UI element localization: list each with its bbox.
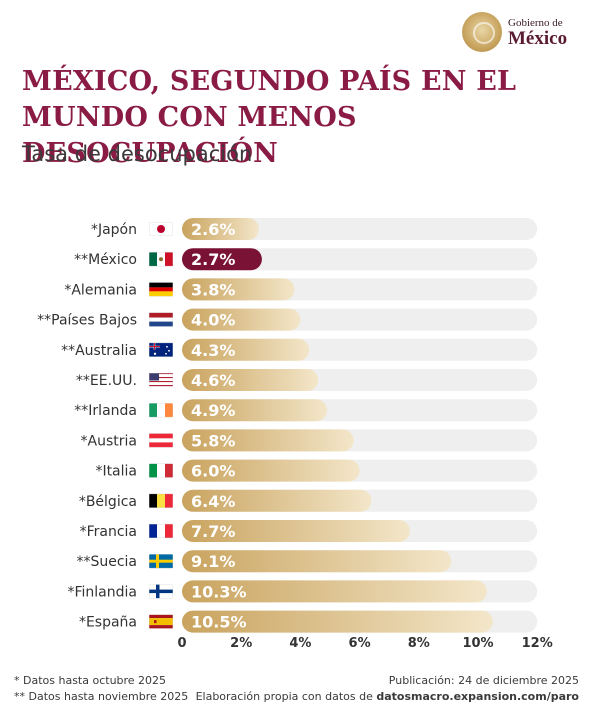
value-label: 4.0% xyxy=(191,311,235,330)
bar xyxy=(182,218,259,240)
national-seal-icon xyxy=(462,12,502,52)
finland-flag-icon xyxy=(149,584,173,599)
bar xyxy=(182,308,301,331)
category-label: **México xyxy=(74,252,137,268)
belgium-flag-icon xyxy=(149,493,173,508)
category-label: **Países Bajos xyxy=(37,313,137,329)
category-label: **Irlanda xyxy=(74,403,137,419)
japan-flag-icon xyxy=(149,222,173,236)
value-label: 5.8% xyxy=(191,431,235,450)
germany-flag-icon xyxy=(149,282,173,297)
value-label: 2.7% xyxy=(191,250,235,269)
spain-flag-icon xyxy=(149,614,173,629)
ireland-flag-icon xyxy=(149,403,173,418)
value-label: 4.6% xyxy=(191,371,235,390)
category-label: *Francia xyxy=(80,524,137,540)
bar xyxy=(182,489,372,512)
x-tick-label: 6% xyxy=(349,636,371,651)
usa-flag-icon xyxy=(149,373,173,387)
bar xyxy=(182,580,487,603)
bar xyxy=(182,429,354,452)
bar-track xyxy=(188,248,538,271)
category-label: *Alemania xyxy=(64,282,137,298)
logo-line2: México xyxy=(508,28,568,49)
chart-title: MÉXICO, SEGUNDO PAÍS EN EL MUNDO CON MEN… xyxy=(22,64,582,172)
bar xyxy=(182,369,319,391)
bar xyxy=(182,248,262,271)
publication-date: Publicación: 24 de diciembre 2025 xyxy=(388,674,579,687)
x-tick-label: 8% xyxy=(408,636,430,651)
category-label: *Finlandia xyxy=(68,584,138,600)
value-label: 3.8% xyxy=(191,280,235,299)
footnote-october: * Datos hasta octubre 2025 xyxy=(14,674,167,687)
x-tick-label: 12% xyxy=(522,636,553,651)
france-flag-icon xyxy=(149,524,173,538)
category-label: **EE.UU. xyxy=(76,373,137,389)
value-label: 7.7% xyxy=(191,522,235,541)
title-line1: MÉXICO, SEGUNDO PAÍS EN EL xyxy=(22,66,517,97)
bar xyxy=(182,459,360,482)
sweden-flag-icon xyxy=(149,554,173,569)
austria-flag-icon xyxy=(149,433,173,448)
category-label: *Italia xyxy=(95,464,137,480)
logo-line1: Gobierno de xyxy=(508,17,563,29)
x-tick-label: 4% xyxy=(289,636,311,651)
bar xyxy=(182,520,410,542)
bar xyxy=(182,278,295,301)
bar xyxy=(182,550,452,573)
mexico-flag-icon xyxy=(149,252,173,267)
x-tick-label: 10% xyxy=(462,636,493,651)
footnote-november: ** Datos hasta noviembre 2025 xyxy=(14,690,189,703)
bar xyxy=(182,338,310,361)
category-label: *Bélgica xyxy=(79,494,137,510)
australia-flag-icon xyxy=(149,342,173,357)
source-prefix: Elaboración propia con datos de xyxy=(195,690,377,703)
source-note: Elaboración propia con datos de datosmac… xyxy=(196,690,579,703)
value-label: 6.0% xyxy=(191,462,235,481)
title-line2: MUNDO CON MENOS DESOCUPACIÓN xyxy=(22,102,357,169)
category-label: *Austria xyxy=(81,433,137,449)
value-label: 6.4% xyxy=(191,492,235,511)
value-label: 10.3% xyxy=(191,582,247,601)
gobierno-de-mexico-logo: Gobierno de México xyxy=(462,12,586,56)
category-label: **Suecia xyxy=(76,554,137,570)
bar xyxy=(182,610,493,633)
bar-track xyxy=(188,218,538,240)
value-label: 9.1% xyxy=(191,552,235,571)
value-label: 2.6% xyxy=(191,220,235,239)
category-label: **Australia xyxy=(61,343,137,359)
x-tick-label: 0 xyxy=(177,636,186,651)
netherlands-flag-icon xyxy=(149,312,173,327)
source-link: datosmacro.expansion.com/paro xyxy=(376,690,579,703)
category-label: *España xyxy=(79,615,137,631)
category-label: *Japón xyxy=(91,222,137,238)
value-label: 10.5% xyxy=(191,613,247,632)
italy-flag-icon xyxy=(149,463,173,478)
value-label: 4.3% xyxy=(191,341,235,360)
bar xyxy=(182,399,328,422)
chart-subtitle: Tasa de desocupación xyxy=(22,142,253,166)
x-tick-label: 2% xyxy=(230,636,252,651)
value-label: 4.9% xyxy=(191,401,235,420)
